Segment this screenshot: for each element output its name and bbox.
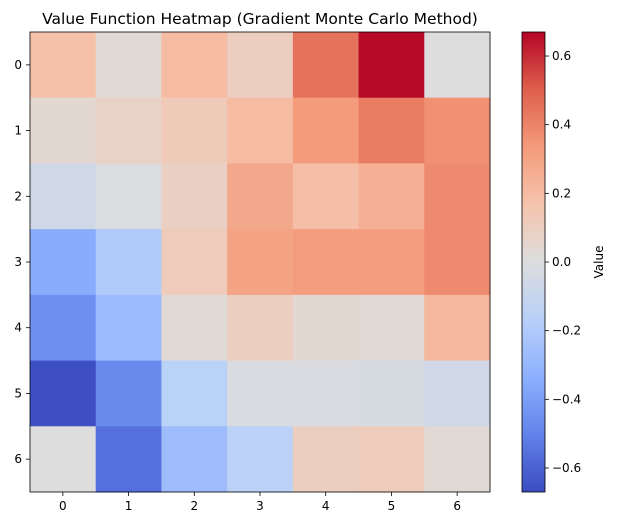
heatmap-cell-r0-c3 (227, 32, 294, 99)
heatmap-cells (30, 32, 491, 493)
heatmap-cell-r6-c6 (424, 426, 491, 493)
heatmap-cell-r1-c3 (227, 97, 294, 164)
heatmap-cell-r6-c2 (161, 426, 228, 493)
colorbar-tick-label: −0.2 (552, 324, 581, 338)
heatmap-cell-r1-c1 (95, 97, 162, 164)
heatmap-cell-r6-c3 (227, 426, 294, 493)
heatmap-cell-r2-c5 (358, 163, 425, 230)
heatmap-cell-r3-c3 (227, 229, 294, 296)
y-tick-label: 2 (14, 189, 22, 203)
colorbar-tick-label: −0.6 (552, 461, 581, 475)
heatmap-cell-r0-c0 (30, 32, 97, 99)
heatmap-cell-r0-c2 (161, 32, 228, 99)
x-tick-label: 2 (190, 499, 198, 513)
heatmap-cell-r5-c5 (358, 360, 425, 427)
heatmap-cell-r4-c0 (30, 294, 97, 362)
x-tick-label: 4 (322, 499, 330, 513)
colorbar-tick-label: 0.2 (552, 186, 571, 200)
heatmap-cell-r4-c5 (358, 294, 425, 362)
heatmap-cell-r2-c4 (292, 163, 360, 230)
heatmap-cell-r1-c5 (358, 97, 425, 164)
heatmap-cell-r1-c6 (424, 97, 491, 164)
heatmap-cell-r6-c1 (95, 426, 162, 493)
heatmap-cell-r5-c3 (227, 360, 294, 427)
heatmap-cell-r4-c2 (161, 294, 228, 362)
heatmap-cell-r0-c5 (358, 32, 425, 99)
y-tick-label: 6 (14, 452, 22, 466)
heatmap-cell-r3-c0 (30, 229, 97, 296)
heatmap-cell-r6-c0 (30, 426, 97, 493)
colorbar-ticks: −0.6 −0.4 −0.2 0.0 0.2 0.4 0.6 (545, 49, 581, 475)
heatmap-cell-r2-c1 (95, 163, 162, 230)
colorbar-tick-label: 0.0 (552, 255, 571, 269)
heatmap-cell-r6-c4 (292, 426, 360, 493)
colorbar (521, 31, 546, 493)
x-tick-label: 5 (388, 499, 396, 513)
heatmap-cell-r5-c0 (30, 360, 97, 427)
x-tick-label: 3 (256, 499, 264, 513)
heatmap-cell-r1-c4 (292, 97, 360, 164)
heatmap-cell-r2-c2 (161, 163, 228, 230)
x-axis-ticks: 0 1 2 3 4 5 6 (59, 492, 461, 513)
y-tick-label: 5 (14, 386, 22, 400)
y-tick-label: 3 (14, 255, 22, 269)
heatmap-cell-r1-c2 (161, 97, 228, 164)
heatmap-cell-r0-c6 (424, 32, 491, 99)
heatmap-cell-r3-c5 (358, 229, 425, 296)
heatmap-cell-r1-c0 (30, 97, 97, 164)
heatmap-cell-r3-c2 (161, 229, 228, 296)
heatmap-cell-r3-c4 (292, 229, 360, 296)
heatmap-cell-r2-c0 (30, 163, 97, 230)
heatmap-cell-r0-c4 (292, 32, 360, 99)
y-tick-label: 1 (14, 124, 22, 138)
heatmap-cell-r4-c6 (424, 294, 491, 362)
heatmap-cell-r3-c6 (424, 229, 491, 296)
heatmap-cell-r4-c3 (227, 294, 294, 362)
colorbar-label: Value (592, 246, 606, 279)
colorbar-tick-label: −0.4 (552, 392, 581, 406)
y-tick-label: 0 (14, 58, 22, 72)
heatmap-cell-r5-c2 (161, 360, 228, 427)
heatmap-cell-r6-c5 (358, 426, 425, 493)
y-axis-ticks: 0 1 2 3 4 5 6 (14, 58, 30, 466)
heatmap-cell-r4-c1 (95, 294, 162, 362)
heatmap-cell-r2-c3 (227, 163, 294, 230)
x-tick-label: 6 (453, 499, 461, 513)
heatmap-cell-r5-c4 (292, 360, 360, 427)
heatmap-cell-r5-c6 (424, 360, 491, 427)
colorbar-tick-label: 0.6 (552, 49, 571, 63)
y-tick-label: 4 (14, 321, 22, 335)
heatmap-cell-r0-c1 (95, 32, 162, 99)
chart-title: Value Function Heatmap (Gradient Monte C… (42, 10, 478, 28)
heatmap-cell-r5-c1 (95, 360, 162, 427)
heatmap-cell-r2-c6 (424, 163, 491, 230)
heatmap-cell-r4-c4 (292, 294, 360, 362)
x-tick-label: 0 (59, 499, 67, 513)
colorbar-tick-label: 0.4 (552, 118, 571, 132)
x-tick-label: 1 (125, 499, 133, 513)
heatmap-cell-r3-c1 (95, 229, 162, 296)
